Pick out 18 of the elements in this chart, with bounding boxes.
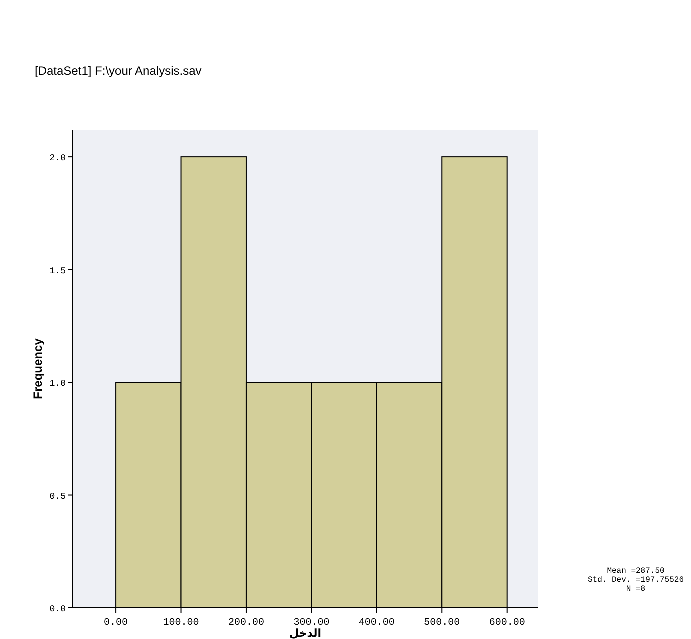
y-tick-label: 2.0 bbox=[50, 154, 66, 164]
x-tick-label: 300.00 bbox=[294, 618, 330, 629]
x-tick-label: 600.00 bbox=[489, 618, 526, 629]
x-axis-title: الدخل bbox=[289, 627, 322, 639]
x-tick-label: 400.00 bbox=[358, 618, 395, 629]
text: Mean =287.50 bbox=[607, 567, 666, 576]
y-tick-label: 0.0 bbox=[50, 604, 66, 614]
text: Std. Dev. =197.75526 bbox=[588, 576, 684, 585]
chart-subtitle: [DataSet1] F:\your Analysis.sav bbox=[35, 64, 202, 78]
x-tick-label: 0.00 bbox=[104, 618, 128, 629]
y-tick-label: 1.0 bbox=[50, 379, 66, 390]
x-tick-label: 500.00 bbox=[424, 618, 460, 629]
y-tick-label: 1.5 bbox=[50, 266, 66, 276]
text: N =8 bbox=[626, 585, 646, 594]
y-tick-label: 0.5 bbox=[50, 492, 66, 502]
x-tick-label: 100.00 bbox=[163, 618, 200, 629]
y-axis-title: Frequency bbox=[31, 338, 45, 400]
x-tick-label: 200.00 bbox=[228, 618, 264, 629]
